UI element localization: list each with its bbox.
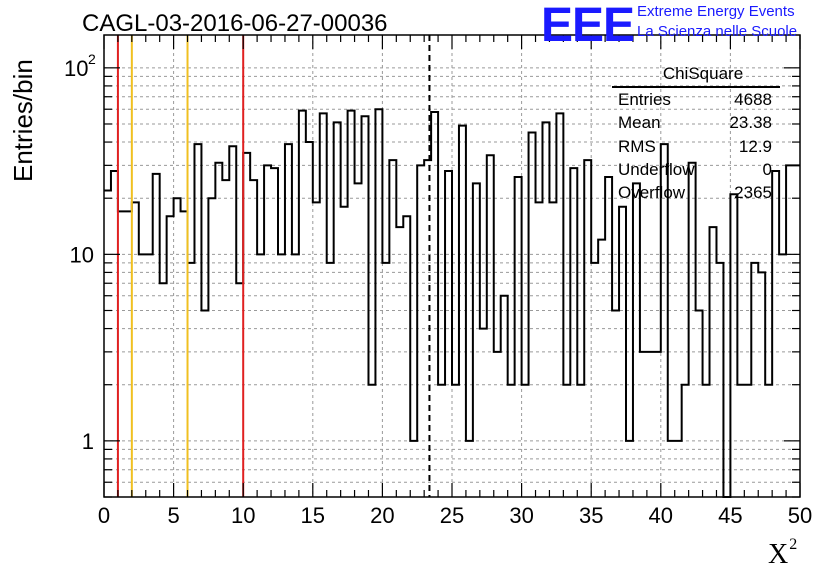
chart-title: CAGL-03-2016-06-27-00036 [82,10,388,37]
x-tick-label: 35 [579,503,603,528]
x-axis-label-symbol: X [768,539,789,570]
y-tick-label: 1 [82,429,94,454]
logo-caption-line1: Extreme Energy Events [637,3,795,20]
stats-row: Overflow 2365 [612,183,780,206]
y-tick-label-exponent: 2 [88,51,96,67]
x-tick-label: 0 [98,503,110,528]
stats-row-label: Entries [618,90,671,109]
x-tick-label: 5 [167,503,179,528]
x-tick-label: 50 [788,503,812,528]
y-axis-label: Entries/bin [8,59,38,182]
x-tick-label: 45 [718,503,742,528]
stats-row: Entries 4688 [612,90,780,113]
x-tick-label: 20 [370,503,394,528]
stats-row-value: 23.38 [729,113,772,133]
eee-logo: EEE [541,0,635,52]
stats-row-label: Underflow [618,159,695,179]
stats-row-value: 2365 [734,183,772,203]
stats-row-value: 12.9 [738,136,772,156]
histogram-series [104,108,800,498]
x-tick-label: 10 [231,503,255,528]
x-tick-label: 15 [301,503,325,528]
stats-row-label: RMS [618,136,656,156]
histogram-outline [104,108,800,498]
stats-box-divider [612,86,780,88]
stats-row-value: 4688 [734,90,772,109]
stats-box: ChiSquare Entries 4688 Mean 23.38 RMS 12.9 … [612,64,780,206]
stats-row: RMS 12.9 [612,137,780,160]
stats-row-value: 0 [762,159,772,179]
stats-row: Mean 23.38 [612,113,780,136]
stats-box-title: ChiSquare [662,64,744,83]
x-axis-label-superscript: 2 [789,536,798,553]
y-tick-label: 10 [70,242,94,267]
stats-row: Underflow 0 [612,160,780,183]
x-tick-label: 30 [509,503,533,528]
x-axis-label: X2 [768,536,797,571]
y-tick-label: 10 [64,56,88,81]
stats-row-label: Mean [618,113,661,133]
marker-lines [116,35,431,497]
x-tick-label: 25 [440,503,464,528]
logo-caption-line2: La Scienza nelle Scuole [637,23,798,40]
stats-row-label: Overflow [618,183,686,203]
x-tick-label: 40 [649,503,673,528]
